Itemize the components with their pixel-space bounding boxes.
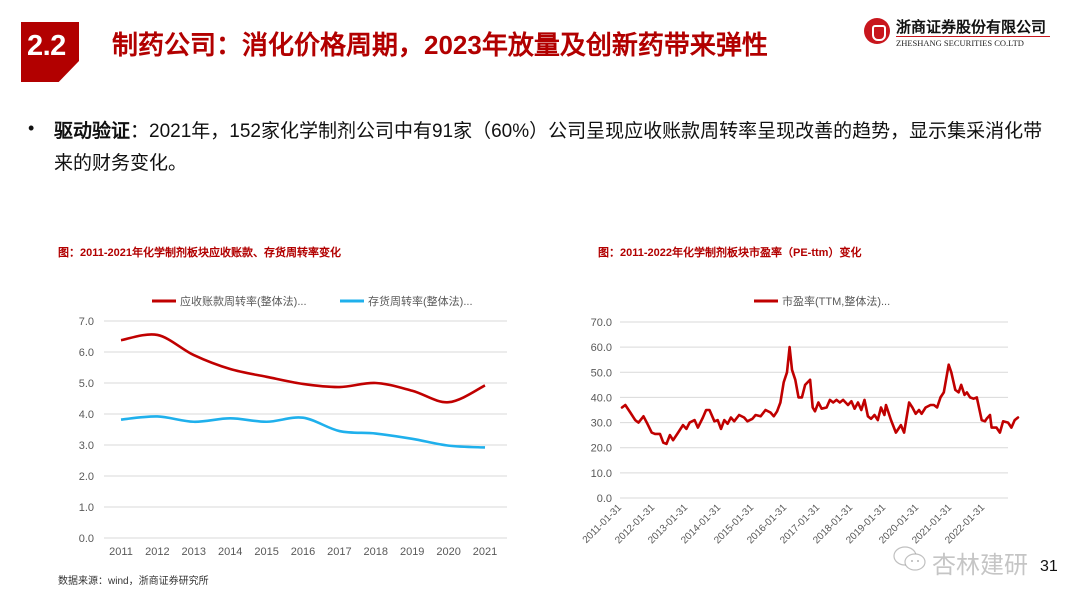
x-tick-label: 2020 <box>436 546 460 558</box>
x-tick-label: 2013 <box>182 546 206 558</box>
data-source: 数据来源：wind，浙商证券研究所 <box>58 576 209 587</box>
y-tick-label: 2.0 <box>79 471 94 483</box>
page-title: 制药公司：消化价格周期，2023年放量及创新药带来弹性 <box>112 30 768 60</box>
section-badge: 2.2 <box>21 22 79 82</box>
x-tick-label: 2011 <box>109 546 133 558</box>
legend-label: 存货周转率(整体法)... <box>368 294 473 308</box>
company-logo: 浙商证券股份有限公司 ZHESHANG SECURITIES CO.LTD <box>864 16 1054 50</box>
y-tick-label: 0.0 <box>79 533 94 545</box>
logo-en-text: ZHESHANG SECURITIES CO.LTD <box>896 38 1024 48</box>
logo-cn-text: 浙商证券股份有限公司 <box>896 19 1047 36</box>
y-tick-label: 70.0 <box>591 317 612 329</box>
x-tick-label: 2012 <box>145 546 169 558</box>
y-tick-label: 3.0 <box>79 440 94 452</box>
watermark-text: 杏林建研 <box>932 552 1028 579</box>
y-tick-label: 6.0 <box>79 347 94 359</box>
y-tick-label: 40.0 <box>591 392 612 404</box>
logo-divider <box>896 36 1050 37</box>
y-tick-label: 7.0 <box>79 316 94 328</box>
bullet-text: ：2021年，152家化学制剂公司中有91家（60%）公司呈现应收账款周转率呈现… <box>54 121 1043 174</box>
y-tick-label: 30.0 <box>591 418 612 430</box>
chart1-title: 图：2011-2021年化学制剂板块应收账款、存货周转率变化 <box>58 247 341 259</box>
series-line-pe <box>620 345 1020 446</box>
page-number: 31 <box>1040 558 1058 575</box>
pe-chart: 0.010.020.030.040.050.060.070.02011-01-3… <box>581 294 1020 546</box>
x-tick-label: 2021 <box>473 546 497 558</box>
logo-mark-icon <box>864 18 890 44</box>
x-tick-label: 2019 <box>400 546 424 558</box>
y-tick-label: 4.0 <box>79 409 94 421</box>
y-tick-label: 20.0 <box>591 443 612 455</box>
x-tick-label: 2015 <box>254 546 278 558</box>
x-tick-label: 2014 <box>218 546 242 558</box>
chart2-title: 图：2011-2022年化学制剂板块市盈率（PE-ttm）变化 <box>598 247 862 259</box>
y-tick-label: 60.0 <box>591 342 612 354</box>
wechat-watermark-icon <box>893 546 926 571</box>
y-tick-label: 5.0 <box>79 378 94 390</box>
x-tick-label: 2017 <box>327 546 351 558</box>
bullet-paragraph: 驱动验证：2021年，152家化学制剂公司中有91家（60%）公司呈现应收账款周… <box>54 116 1054 180</box>
legend-label: 应收账款周转率(整体法)... <box>180 294 307 308</box>
y-tick-label: 0.0 <box>597 493 612 505</box>
x-tick-label: 2018 <box>364 546 388 558</box>
bullet-label: 驱动验证 <box>54 121 131 142</box>
y-tick-label: 10.0 <box>591 468 612 480</box>
series-line-inventory <box>120 415 486 449</box>
x-tick-label: 2016 <box>291 546 315 558</box>
turnover-chart: 0.0 1.0 2.0 3.0 4.0 5.0 6.0 7.0 2011 2012 2013 2014… <box>79 294 507 558</box>
section-number: 2.2 <box>27 30 66 62</box>
series-line-receivables <box>120 333 486 404</box>
y-tick-label: 1.0 <box>79 502 94 514</box>
bullet-dot-icon: • <box>28 118 35 138</box>
legend-label: 市盈率(TTM,整体法)... <box>782 294 890 308</box>
y-tick-label: 50.0 <box>591 367 612 379</box>
